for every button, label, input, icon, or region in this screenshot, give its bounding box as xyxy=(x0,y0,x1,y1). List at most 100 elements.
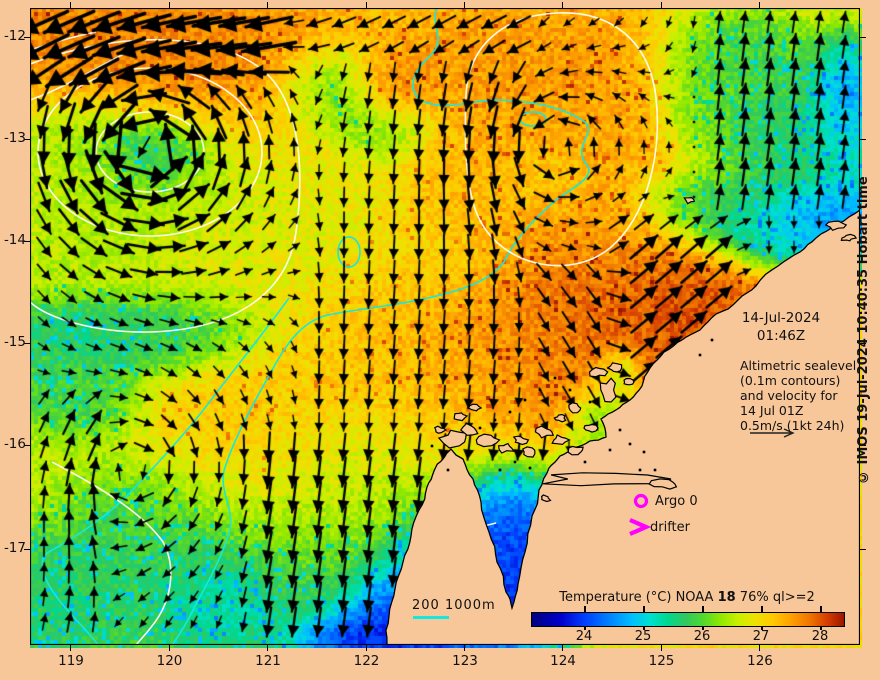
islet-dot xyxy=(478,426,482,430)
altimetric-note-line: and velocity for xyxy=(740,388,838,403)
colorbar-tick-label: 24 xyxy=(575,629,593,644)
island xyxy=(623,377,635,386)
island xyxy=(467,403,483,412)
axis-tick xyxy=(759,2,761,8)
island xyxy=(568,402,582,414)
island xyxy=(434,425,448,434)
x-axis-label: 121 xyxy=(255,653,281,669)
island xyxy=(498,442,515,454)
island xyxy=(522,446,536,458)
axis-tick xyxy=(759,645,761,651)
copyright-vertical-text: © IMOS 19-Jul-2024 10:40:35 Hobart time xyxy=(856,176,871,484)
axis-tick xyxy=(860,139,866,141)
islet-dot xyxy=(498,468,502,472)
islet-dot xyxy=(638,468,642,472)
altimetric-note: Altimetric sealevel (0.1m contours) and ve… xyxy=(740,358,856,433)
axis-tick xyxy=(168,645,170,651)
axis-tick xyxy=(660,645,662,651)
colorbar-gradient xyxy=(531,612,845,627)
axis-tick xyxy=(267,2,269,8)
islet-dot xyxy=(538,388,542,392)
colorbar-title-post: 76% ql>=2 xyxy=(735,590,815,605)
islet-dot xyxy=(628,442,632,446)
argo-label: Argo 0 xyxy=(655,494,698,509)
island xyxy=(437,429,467,449)
axis-tick xyxy=(464,2,466,8)
x-axis-label: 122 xyxy=(353,653,380,669)
altimetric-note-line: 0.5m/s (1kt 24h) xyxy=(740,418,845,433)
island xyxy=(459,422,479,436)
timestamp-annotation: 14-Jul-2024 01:46Z xyxy=(716,309,846,345)
axis-tick xyxy=(860,241,866,243)
colorbar-title-sensor: 18 xyxy=(717,590,736,605)
islet-dot xyxy=(446,468,450,472)
axis-tick xyxy=(464,645,466,651)
islet-dot xyxy=(618,428,622,432)
colorbar-title: Temperature (°C) NOAA 18 76% ql>=2 xyxy=(531,590,843,605)
axis-tick xyxy=(860,549,866,551)
axis-tick xyxy=(24,37,30,39)
islet-dot xyxy=(583,460,587,464)
island xyxy=(453,412,469,422)
island xyxy=(551,434,571,446)
colorbar-tick-label: 28 xyxy=(811,629,829,644)
altimetric-note-line: 14 Jul 01Z xyxy=(740,403,804,418)
island xyxy=(542,472,672,487)
axis-tick xyxy=(860,343,866,345)
mainland-landmass xyxy=(385,209,860,645)
depth-contour-legend-label: 200 1000m xyxy=(412,598,496,613)
drifter-marker xyxy=(629,518,652,536)
colorbar-tick-label: 27 xyxy=(752,629,770,644)
axis-tick xyxy=(24,139,30,141)
islet-dot xyxy=(523,398,527,402)
island xyxy=(648,478,678,490)
islet-dot xyxy=(710,338,714,342)
colorbar-tick-label: 26 xyxy=(693,629,711,644)
x-axis-label: 123 xyxy=(452,653,478,669)
land-coastline-overlay xyxy=(30,8,860,645)
islet-dot xyxy=(508,410,512,414)
axis-tick xyxy=(24,343,30,345)
islet-dot xyxy=(642,450,646,454)
y-axis-label: -12 xyxy=(3,28,26,44)
map-frame-border xyxy=(30,8,860,645)
islet-dot xyxy=(528,466,532,470)
islet-dot xyxy=(493,418,497,422)
island xyxy=(512,435,530,446)
axis-tick xyxy=(860,37,866,39)
y-axis-label: -14 xyxy=(3,232,26,248)
islet-dot xyxy=(513,460,517,464)
y-axis-label: -15 xyxy=(3,334,26,350)
islet-dot xyxy=(698,353,702,357)
colorbar-title-pre: Temperature (°C) NOAA xyxy=(559,590,718,605)
altimetric-note-line: (0.1m contours) xyxy=(740,373,841,388)
island xyxy=(824,220,848,232)
argo-float-marker xyxy=(633,493,649,509)
axis-tick xyxy=(860,445,866,447)
island xyxy=(606,362,623,373)
depth-contour-legend-line xyxy=(413,616,449,619)
axis-tick xyxy=(168,2,170,8)
island xyxy=(567,445,584,456)
x-axis-label: 124 xyxy=(550,653,576,669)
axis-tick xyxy=(267,645,269,651)
x-axis-label: 119 xyxy=(58,653,84,669)
axis-tick xyxy=(24,549,30,551)
islet-dot xyxy=(588,400,592,404)
island xyxy=(540,494,552,503)
altimetric-note-line: Altimetric sealevel xyxy=(740,358,857,373)
x-axis-label: 126 xyxy=(747,653,773,669)
colorbar-tick-label: 25 xyxy=(634,629,652,644)
axis-tick xyxy=(70,2,72,8)
island xyxy=(840,233,858,242)
axis-tick xyxy=(365,645,367,651)
islet-dot xyxy=(430,444,434,448)
axis-tick xyxy=(562,2,564,8)
drifter-label: drifter xyxy=(650,520,690,535)
map-time: 01:46Z xyxy=(756,328,806,344)
axis-tick xyxy=(24,241,30,243)
islet-dot xyxy=(608,448,612,452)
axis-tick xyxy=(24,445,30,447)
island xyxy=(588,366,609,378)
y-axis-label: -17 xyxy=(3,540,26,556)
